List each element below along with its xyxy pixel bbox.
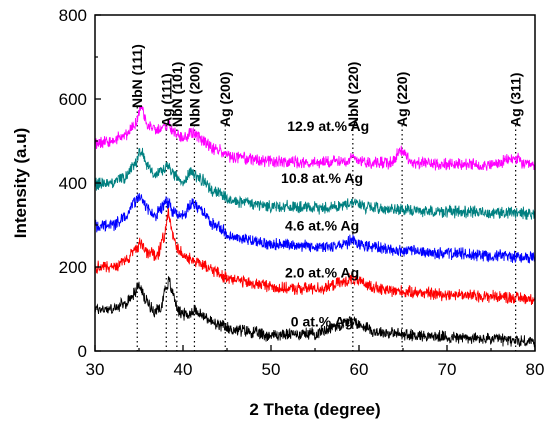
x-tick-label: 40 — [174, 360, 193, 379]
peak-label: NbN (111) — [129, 44, 145, 108]
y-tick-label: 600 — [59, 90, 87, 109]
peak-labels-group: NbN (111) Ag (111)NbN (101) NbN (200) Ag (2… — [129, 44, 523, 127]
x-tick-label: 70 — [438, 360, 457, 379]
x-tick-label: 80 — [526, 360, 545, 379]
y-tick-label: 200 — [59, 258, 87, 277]
x-tick-label: 50 — [262, 360, 281, 379]
peak-label: NbN (200) — [186, 62, 202, 127]
sample-label: 2.0 at.% Ag — [285, 265, 359, 281]
series-line — [94, 193, 536, 264]
y-tick-label: 0 — [78, 342, 87, 361]
x-tick-label: 60 — [350, 360, 369, 379]
sample-labels-group: 12.9 at.% Ag 10.8 at.% Ag 4.6 at.% Ag 2.0 a… — [281, 118, 369, 330]
series-group — [94, 105, 536, 349]
peak-label: Ag (220) — [394, 72, 410, 127]
y-tick-label: 400 — [59, 174, 87, 193]
y-axis-title: Intensity (a.u) — [11, 128, 30, 239]
peak-label: Ag (311) — [508, 73, 524, 127]
sample-label: 10.8 at.% Ag — [281, 170, 363, 186]
x-axis-title: 2 Theta (degree) — [249, 400, 380, 419]
peak-label: NbN (101) — [169, 62, 185, 127]
x-tick-label: 30 — [86, 360, 105, 379]
sample-label: 4.6 at.% Ag — [285, 217, 359, 233]
y-tick-label: 800 — [59, 6, 87, 25]
series-line — [94, 276, 536, 349]
peak-label: NbN (220) — [345, 62, 361, 127]
peak-label: Ag (200) — [217, 72, 233, 127]
sample-label: 12.9 at.% Ag — [287, 118, 369, 134]
sample-label: 0 at.% Ag — [291, 314, 354, 330]
peak-label: Ag (111) — [158, 73, 174, 127]
series-line — [94, 147, 536, 220]
series-line — [94, 105, 536, 171]
